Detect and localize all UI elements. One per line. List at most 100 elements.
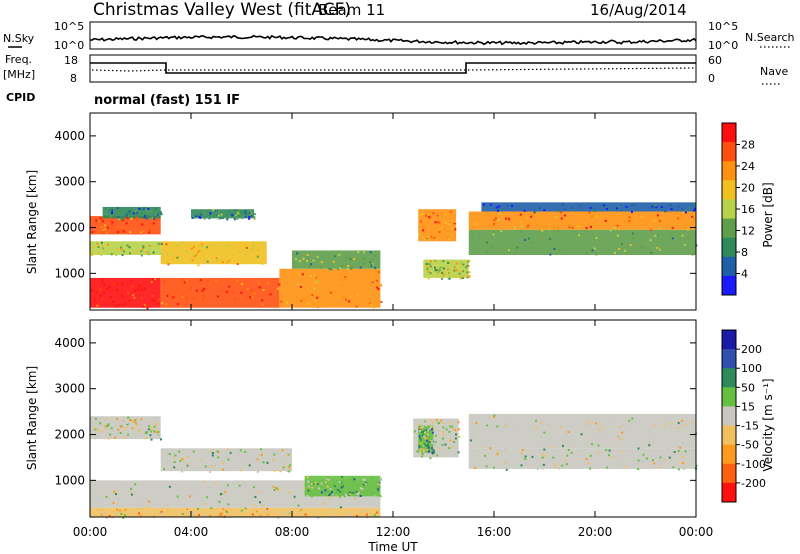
speckle-point	[268, 511, 271, 513]
speckle-point	[286, 281, 289, 284]
speckle-point	[629, 244, 632, 246]
speckle-point	[447, 277, 450, 280]
speckle-point	[430, 426, 433, 429]
speckle-point	[423, 443, 426, 446]
speckle-point	[116, 289, 118, 291]
speckle-point	[590, 225, 592, 228]
x-axis-ticks: 00:00 04:00 08:00 12:00 16:00 20:00 00:00	[73, 113, 713, 539]
colorbar-tick-label: -15	[741, 420, 759, 433]
speckle-point	[245, 210, 248, 213]
speckle-point	[118, 509, 121, 512]
speckle-point	[428, 431, 431, 434]
speckle-point	[257, 253, 260, 256]
speckle-point	[693, 202, 696, 205]
speckle-point	[432, 421, 435, 424]
speckle-point	[425, 263, 428, 265]
speckle-point	[288, 466, 291, 469]
speckle-point	[161, 449, 163, 452]
velocity-ylabel: Slant Range [km]	[25, 366, 39, 470]
speckle-point	[197, 507, 200, 510]
speckle-point	[91, 289, 93, 292]
speckle-point	[299, 260, 302, 263]
speckle-point	[173, 460, 176, 463]
speckle-point	[98, 508, 101, 511]
colorbar-tick-label: 100	[741, 362, 762, 375]
speckle-point	[123, 303, 126, 306]
heatmap-band-9	[418, 209, 457, 242]
date-label: 16/Aug/2014	[590, 1, 687, 19]
speckle-point	[127, 433, 130, 436]
speckle-point	[654, 204, 657, 207]
speckle-point	[99, 295, 102, 297]
speckle-point	[348, 513, 351, 516]
xtick-label: 08:00	[275, 525, 310, 539]
speckle-point	[349, 491, 352, 494]
speckle-point	[190, 245, 193, 247]
speckle-point	[91, 251, 94, 254]
speckle-point	[444, 443, 447, 446]
speckle-point	[282, 466, 285, 469]
speckle-point	[288, 470, 291, 473]
speckle-point	[431, 442, 434, 445]
colorbar-tick-label: 4	[741, 268, 748, 281]
speckle-point	[342, 297, 345, 299]
speckle-point	[447, 419, 450, 422]
speckle-point	[171, 258, 174, 261]
speckle-point	[338, 253, 341, 256]
speckle-point	[263, 510, 266, 513]
speckle-point	[172, 296, 175, 299]
speckle-point	[101, 298, 104, 301]
speckle-point	[120, 512, 123, 515]
speckle-point	[519, 230, 522, 233]
heatmap-band-3	[90, 507, 381, 517]
speckle-point	[131, 285, 134, 288]
speckle-point	[371, 263, 374, 266]
speckle-point	[434, 238, 437, 241]
speckle-point	[219, 259, 222, 262]
speckle-point	[93, 298, 96, 301]
speckle-point	[160, 438, 162, 441]
speckle-point	[379, 478, 382, 481]
speckle-point	[301, 273, 304, 276]
speckle-point	[238, 250, 241, 253]
speckle-point	[558, 467, 561, 470]
speckle-point	[91, 254, 94, 257]
speckle-point	[431, 428, 433, 431]
speckle-point	[176, 495, 179, 498]
speckle-point	[179, 459, 182, 462]
speckle-point	[530, 215, 533, 218]
speckle-point	[143, 208, 145, 211]
speckle-point	[105, 516, 108, 519]
speckle-point	[151, 210, 154, 213]
speckle-point	[617, 206, 620, 209]
speckle-point	[517, 428, 520, 431]
speckle-point	[671, 226, 674, 229]
speckle-point	[203, 503, 206, 506]
power-panel: 1000 2000 3000 4000 Slant Range [km] 4 8 12 16…	[25, 112, 775, 311]
speckle-point	[655, 422, 658, 425]
speckle-point	[440, 212, 443, 215]
speckle-point	[107, 437, 110, 440]
speckle-point	[311, 486, 314, 489]
speckle-point	[191, 493, 194, 496]
speckle-point	[438, 271, 441, 274]
speckle-point	[444, 272, 447, 275]
speckle-point	[122, 436, 125, 439]
speckle-point	[597, 429, 600, 432]
speckle-point	[307, 489, 310, 492]
speckle-point	[370, 263, 373, 266]
speckle-point	[677, 426, 680, 429]
speckle-point	[217, 451, 220, 454]
speckle-point	[156, 246, 159, 249]
speckle-point	[488, 415, 491, 418]
speckle-point	[152, 218, 155, 220]
speckle-point	[259, 501, 261, 504]
speckle-point	[340, 278, 343, 281]
speckle-point	[133, 420, 136, 423]
speckle-point	[121, 423, 124, 426]
speckle-point	[681, 234, 684, 237]
speckle-point	[445, 221, 448, 224]
speckle-point	[663, 458, 666, 461]
xtick-label: 00:00	[73, 525, 108, 539]
x-axis-label: Time UT	[367, 540, 418, 554]
